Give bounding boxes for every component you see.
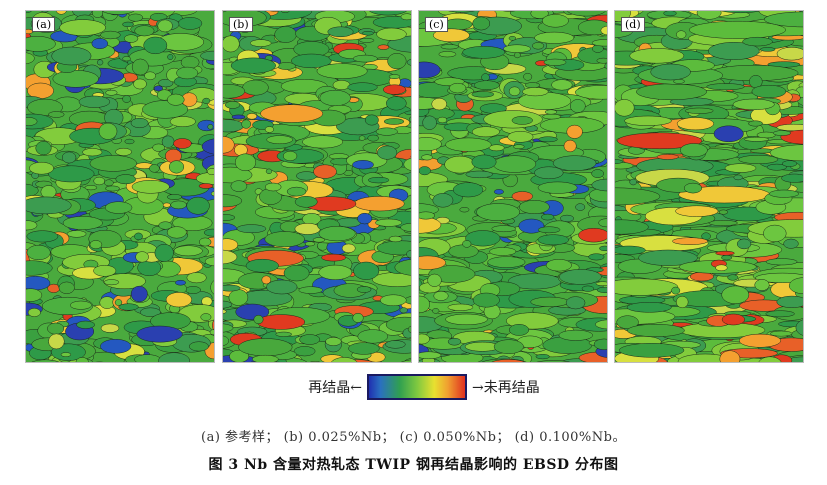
ebsd-map-image-b (223, 11, 411, 362)
panel-label-d: (d) (621, 17, 645, 32)
color-legend: 再结晶← →未再结晶 (0, 372, 827, 402)
ebsd-map-panel-b: (b) (222, 10, 412, 363)
ebsd-map-panel-c: (c) (418, 10, 608, 363)
legend-gradient-bar (367, 374, 467, 400)
ebsd-map-image-d (615, 11, 803, 362)
ebsd-map-panel-d: (d) (614, 10, 804, 363)
legend-left-label: 再结晶← (308, 380, 362, 396)
ebsd-map-image-a (26, 11, 214, 362)
figure-caption: 图 3 Nb 含量对热轧态 TWIP 钢再结晶影响的 EBSD 分布图 (208, 457, 619, 473)
ebsd-map-panel-a: (a) (25, 10, 215, 363)
figure-subcaption: (a) 参考样； (b) 0.025%Nb； (c) 0.050%Nb； (d)… (201, 430, 626, 445)
legend-right-label: →未再结晶 (472, 380, 540, 396)
panel-label-a: (a) (32, 17, 56, 32)
panel-label-c: (c) (425, 17, 448, 32)
panel-label-b: (b) (229, 17, 253, 32)
ebsd-map-image-c (419, 11, 607, 362)
